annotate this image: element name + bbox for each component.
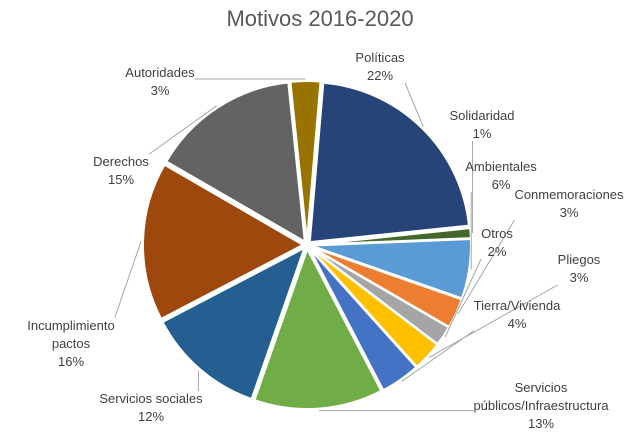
data-label-otros: Otros 2% <box>481 226 513 259</box>
data-label-servicios-publicos-infraestructura: Servicios públicos/Infraestructura 13% <box>473 380 609 431</box>
leader-line-tierra-vivienda <box>401 330 474 382</box>
slice-servicios-sociales <box>161 245 307 401</box>
slice-servicios-publicos-infraestructura <box>253 246 383 410</box>
chart-title: Motivos 2016-2020 <box>226 6 414 31</box>
leader-line-otros <box>444 258 482 338</box>
leader-line-derechos <box>149 105 218 155</box>
data-label-incumplimiento-pactos: Incumplimiento pactos 16% <box>27 318 114 369</box>
slice-tierra-vivienda <box>308 247 418 392</box>
data-label-solidaridad: Solidaridad 1% <box>449 108 514 141</box>
leader-line-pliegos <box>428 284 558 358</box>
leader-line-conmemoraciones <box>457 219 515 315</box>
slice-incumplimiento-pactos <box>142 163 306 321</box>
slice-politicas <box>308 81 471 244</box>
data-label-derechos: Derechos 15% <box>93 154 149 187</box>
leader-line-politicas <box>404 82 424 127</box>
leader-line-incumplimiento-pactos <box>114 241 142 319</box>
slice-derechos <box>164 81 307 244</box>
data-label-politicas: Políticas 22% <box>355 50 405 83</box>
data-label-tierra-vivienda: Tierra/Vivienda 4% <box>474 298 561 331</box>
data-label-pliegos: Pliegos 3% <box>558 252 601 285</box>
data-label-autoridades: Autoridades 3% <box>125 65 195 98</box>
slice-autoridades <box>289 80 322 242</box>
data-label-ambientales: Ambientales 6% <box>465 159 537 192</box>
data-label-conmemoraciones: Conmemoraciones 3% <box>514 187 624 220</box>
data-label-servicios-sociales: Servicios sociales 12% <box>99 391 203 424</box>
